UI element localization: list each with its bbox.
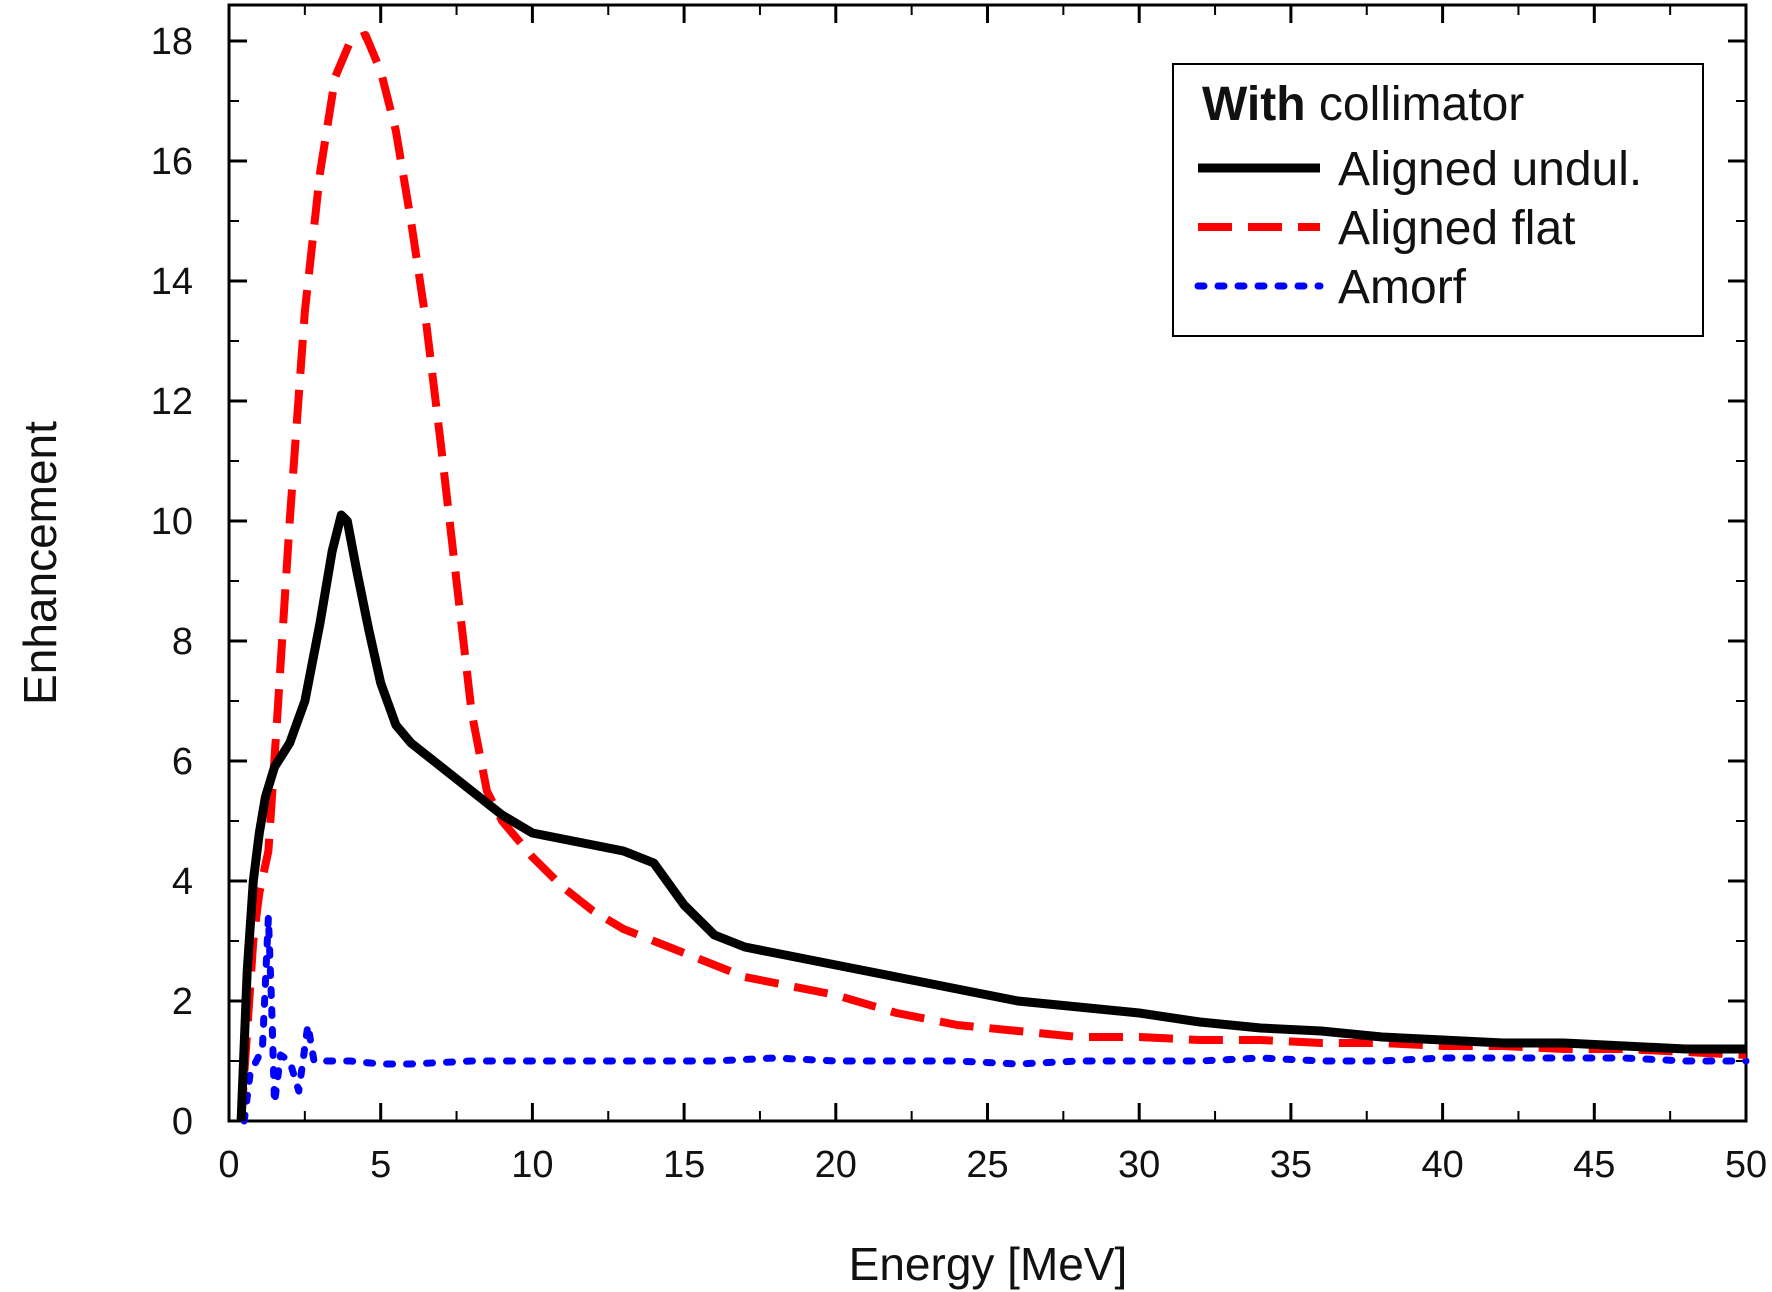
x-tick-label: 10 — [511, 1144, 553, 1186]
x-tick-label: 35 — [1270, 1144, 1312, 1186]
y-tick-label: 6 — [172, 741, 193, 783]
x-tick-label: 15 — [663, 1144, 705, 1186]
series-line-aligned-flat — [237, 31, 1747, 1122]
series-layer — [236, 31, 1750, 1125]
x-tick-label: 25 — [966, 1144, 1008, 1186]
y-tick-label: 18 — [151, 21, 193, 63]
x-tick-label: 40 — [1421, 1144, 1463, 1186]
y-axis-title: Enhancement — [14, 421, 66, 705]
x-tick-label: 20 — [815, 1144, 857, 1186]
x-tick-label: 5 — [370, 1144, 391, 1186]
axis-ticks: 0 5 10 15 20 25 30 35 40 45 50 0 2 4 6 8 10 12 14 16 18 — [151, 5, 1767, 1186]
y-tick-label: 14 — [151, 261, 193, 303]
y-tick-label: 2 — [172, 981, 193, 1023]
y-tick-label: 4 — [172, 861, 193, 903]
x-tick-label: 30 — [1118, 1144, 1160, 1186]
legend-title: With collimator — [1202, 78, 1524, 131]
x-tick-label: 50 — [1725, 1144, 1767, 1186]
legend-title-rest: collimator — [1306, 78, 1525, 131]
y-tick-label: 0 — [172, 1101, 193, 1143]
y-tick-label: 12 — [151, 381, 193, 423]
legend-label: Aligned flat — [1338, 202, 1576, 255]
y-tick-label: 8 — [172, 621, 193, 663]
y-tick-label: 10 — [151, 501, 193, 543]
legend-box — [1172, 63, 1704, 337]
series-line-amorf — [240, 913, 1750, 1125]
x-axis-title: Energy [MeV] — [849, 1238, 1128, 1290]
series-line-aligned-undul — [236, 510, 1746, 1122]
x-tick-label: 0 — [218, 1144, 239, 1186]
y-tick-label: 16 — [151, 141, 193, 183]
legend-label: Amorf — [1338, 261, 1467, 314]
legend: With collimator Aligned undul. Aligned fl… — [1172, 63, 1704, 337]
legend-label: Aligned undul. — [1338, 143, 1642, 196]
legend-title-bold: With — [1202, 78, 1306, 131]
x-tick-label: 45 — [1573, 1144, 1615, 1186]
